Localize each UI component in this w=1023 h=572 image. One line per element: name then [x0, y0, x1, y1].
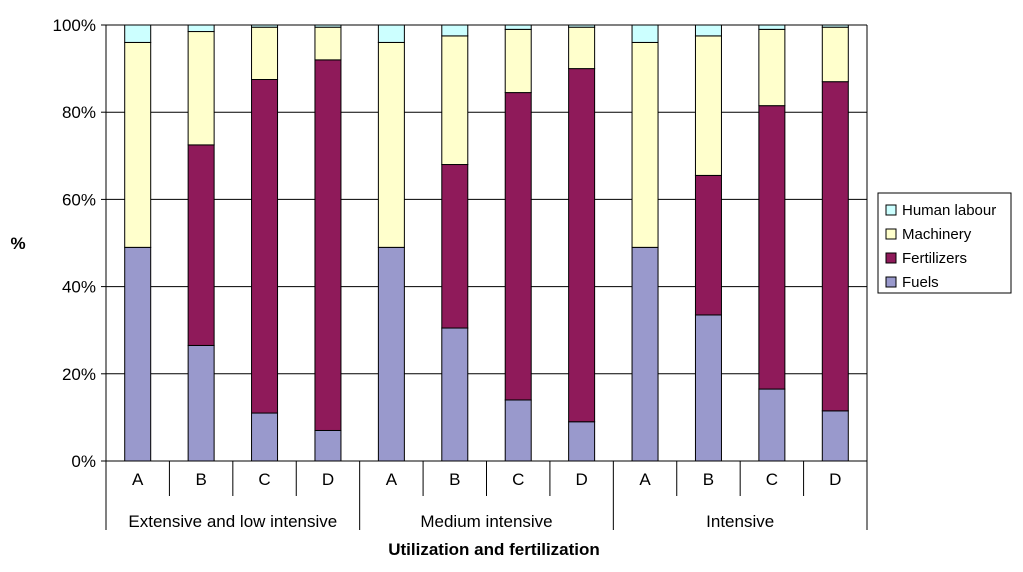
bar-segment-human-labour: [441, 24, 469, 37]
bar-segment-human-labour: [251, 24, 279, 28]
bar-segment-machinery: [441, 35, 469, 166]
bar-segment-human-labour: [758, 24, 786, 30]
bar-segment-fertilizers: [694, 174, 722, 316]
bar-segment-machinery: [187, 31, 215, 146]
y-tick-labels: 0% 20% 40% 60% 80% 100%: [53, 16, 96, 471]
group-label: Extensive and low intensive: [128, 512, 337, 531]
category-label: B: [449, 470, 460, 489]
legend-entry: Fertilizers: [902, 250, 967, 267]
bar-segment-machinery: [821, 26, 849, 83]
bar-segment-fertilizers: [758, 105, 786, 390]
legend: Human labour Machinery Fertilizers Fuels: [877, 192, 1012, 294]
legend-swatch: [885, 276, 897, 288]
bar-segment-fertilizers: [441, 164, 469, 329]
category-label: A: [639, 470, 651, 489]
category-label: D: [575, 470, 587, 489]
category-label: A: [386, 470, 398, 489]
group-label: Intensive: [706, 512, 774, 531]
bars: [124, 24, 849, 462]
bar-segment-machinery: [504, 28, 532, 94]
bar-segment-human-labour: [821, 24, 849, 28]
legend-swatch: [885, 252, 897, 264]
bar-segment-machinery: [631, 41, 659, 248]
bar-segment-machinery: [568, 26, 596, 70]
axes: [101, 24, 868, 462]
bar-segment-human-labour: [187, 24, 215, 33]
bar-segment-fuels: [631, 246, 659, 462]
legend-entry: Human labour: [902, 202, 996, 219]
category-label: A: [132, 470, 144, 489]
y-tick-label: 100%: [53, 16, 96, 35]
category-label: B: [703, 470, 714, 489]
legend-entry: Fuels: [902, 274, 939, 291]
legend-swatch: [885, 228, 897, 240]
bar-segment-human-labour: [377, 24, 405, 43]
category-label: D: [322, 470, 334, 489]
category-labels: A B C D A B C D A B C D Extensive and low intensive M…: [105, 461, 868, 531]
bar-segment-human-labour: [124, 24, 152, 43]
bar-segment-human-labour: [504, 24, 532, 30]
y-tick-label: 40%: [62, 278, 96, 297]
y-tick-label: 0%: [71, 452, 96, 471]
bar-segment-human-labour: [568, 24, 596, 28]
bar-segment-machinery: [377, 41, 405, 248]
category-label: C: [258, 470, 270, 489]
bar-segment-fertilizers: [251, 79, 279, 414]
bar-segment-fuels: [568, 421, 596, 462]
x-axis-title: Utilization and fertilization: [388, 540, 600, 559]
bar-segment-fuels: [694, 314, 722, 462]
category-label: D: [829, 470, 841, 489]
bar-segment-fuels: [187, 344, 215, 462]
bar-segment-machinery: [314, 26, 342, 61]
bar-segment-fertilizers: [314, 59, 342, 431]
bar-segment-fuels: [377, 246, 405, 462]
bar-segment-fuels: [314, 429, 342, 462]
bar-segment-fuels: [504, 399, 532, 462]
bar-segment-human-labour: [314, 24, 342, 28]
bar-segment-fuels: [821, 410, 849, 462]
bar-segment-human-labour: [694, 24, 722, 37]
y-axis-title: %: [10, 234, 25, 253]
bar-segment-machinery: [694, 35, 722, 176]
bar-segment-fuels: [441, 327, 469, 462]
y-tick-label: 60%: [62, 190, 96, 209]
bar-segment-machinery: [758, 28, 786, 107]
bar-segment-human-labour: [631, 24, 659, 43]
category-label: C: [766, 470, 778, 489]
category-label: C: [512, 470, 524, 489]
group-label: Medium intensive: [420, 512, 552, 531]
bar-segment-fertilizers: [821, 81, 849, 412]
legend-box: [877, 192, 1012, 294]
bar-segment-fuels: [251, 412, 279, 462]
bar-segment-fuels: [758, 388, 786, 462]
legend-entry: Machinery: [902, 226, 972, 243]
bar-segment-fuels: [124, 246, 152, 462]
bar-segment-fertilizers: [187, 144, 215, 346]
y-tick-label: 20%: [62, 365, 96, 384]
gridlines: [106, 24, 867, 462]
category-label: B: [195, 470, 206, 489]
bar-segment-machinery: [251, 26, 279, 80]
bar-segment-fertilizers: [504, 92, 532, 401]
legend-swatch: [885, 204, 897, 216]
bar-segment-machinery: [124, 41, 152, 248]
bar-segment-fertilizers: [568, 68, 596, 423]
y-tick-label: 80%: [62, 103, 96, 122]
